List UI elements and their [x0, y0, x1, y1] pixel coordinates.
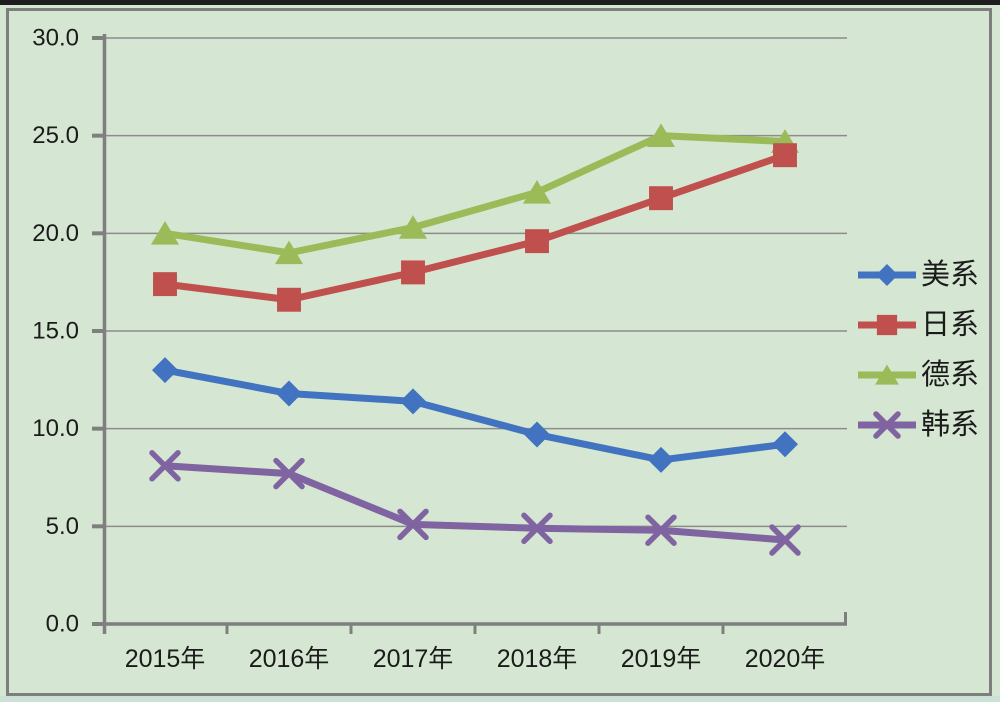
series-germany-triangle-marker-icon [522, 179, 552, 204]
legend-label-korea: 韩系 [921, 408, 979, 441]
x-tick-label: 2020年 [745, 645, 826, 673]
x-tick-label: 2018年 [497, 645, 578, 673]
series-japan-square-marker-icon [773, 143, 797, 168]
series-korea-x-marker-icon [397, 508, 429, 541]
x-tick-label: 2017年 [373, 645, 454, 673]
series-korea-x-marker-icon [521, 512, 553, 545]
y-tick-label: 0.0 [46, 611, 79, 638]
legend-korea-x-marker-icon [873, 411, 901, 439]
y-tick-label: 20.0 [32, 220, 79, 247]
series-korea-x-marker-icon [149, 450, 181, 482]
series-japan-square-marker-icon [649, 186, 673, 211]
y-tick-label: 15.0 [32, 318, 79, 345]
series-us-diamond-marker-icon [772, 431, 798, 458]
legend-germany-triangle-marker-icon [875, 364, 899, 385]
series-japan-square-marker-icon [401, 260, 425, 285]
legend-label-japan: 日系 [921, 308, 979, 341]
legend-japan-square-marker-icon [876, 314, 898, 336]
series-us-diamond-marker-icon [276, 380, 302, 407]
series-germany-triangle-marker-icon [150, 220, 180, 245]
y-tick-label: 10.0 [32, 415, 79, 442]
series-line-germany [164, 132, 786, 257]
bottom-edge-strip [0, 696, 1000, 702]
series-line-korea [164, 462, 786, 544]
series-line-japan [164, 151, 787, 304]
y-tick-label: 30.0 [32, 25, 79, 52]
y-tick-label: 25.0 [32, 122, 79, 149]
series-germany-triangle-marker-icon [274, 240, 304, 265]
x-tick-label: 2016年 [249, 645, 330, 673]
legend-label-us: 美系 [921, 258, 979, 291]
series-korea-x-marker-icon [273, 457, 305, 490]
series-japan-square-marker-icon [525, 229, 549, 254]
series-us-diamond-marker-icon [648, 446, 674, 473]
legend-label-germany: 德系 [921, 358, 979, 391]
series-korea-x-marker-icon [769, 524, 801, 556]
series-korea-x-marker-icon [645, 514, 677, 546]
x-tick-label: 2015年 [125, 645, 206, 673]
y-tick-label: 5.0 [46, 513, 79, 540]
series-japan-square-marker-icon [153, 272, 177, 297]
series-line-us [164, 366, 786, 464]
top-edge-strip [0, 0, 1000, 5]
x-tick-label: 2019年 [621, 645, 702, 673]
series-us-diamond-marker-icon [152, 357, 178, 384]
series-us-diamond-marker-icon [524, 421, 550, 448]
chart-frame-border [6, 8, 992, 696]
legend-us-diamond-marker-icon [876, 264, 898, 286]
series-us-diamond-marker-icon [400, 388, 426, 415]
series-japan-square-marker-icon [277, 287, 301, 312]
series-germany-triangle-marker-icon [398, 215, 428, 239]
series-germany-triangle-marker-icon [646, 123, 676, 147]
